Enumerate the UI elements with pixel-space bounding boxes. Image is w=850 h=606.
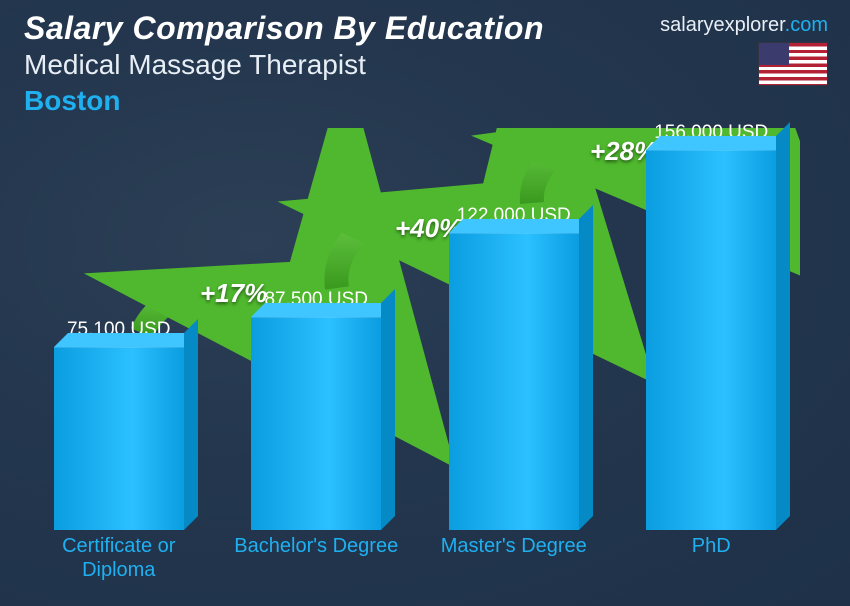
bar-side-face: [184, 319, 198, 530]
brand-logo: salaryexplorer.com: [660, 14, 828, 37]
bar-top-face: [54, 333, 198, 347]
bar-container: 75,100 USD 87,500 USD 122,000 USD: [30, 128, 800, 530]
bar-group: 122,000 USD: [425, 205, 603, 530]
bar-group: 156,000 USD: [623, 122, 801, 530]
bar-3d: [449, 233, 579, 530]
x-label: Certificate or Diploma: [30, 534, 208, 588]
bar-3d: [54, 347, 184, 530]
bar-side-face: [579, 205, 593, 530]
bar-group: 87,500 USD: [228, 289, 406, 530]
bar-front-face: [54, 347, 184, 530]
bar-top-face: [646, 136, 790, 150]
country-flag-icon: [758, 42, 828, 86]
bar-top-face: [251, 303, 395, 317]
bar-top-face: [449, 219, 593, 233]
bar-3d: [646, 150, 776, 530]
bar-front-face: [251, 317, 381, 530]
x-label: Bachelor's Degree: [228, 534, 406, 588]
bar-front-face: [449, 233, 579, 530]
x-axis-labels: Certificate or Diploma Bachelor's Degree…: [30, 534, 800, 588]
brand-prefix: salaryexplorer: [660, 14, 785, 36]
bar-group: 75,100 USD: [30, 319, 208, 530]
salary-bar-chart: +17% +40% +28% 75,100 USD 87,500 USD 122…: [30, 128, 800, 588]
bar-side-face: [381, 289, 395, 530]
bar-side-face: [776, 122, 790, 530]
bar-front-face: [646, 150, 776, 530]
x-label: PhD: [623, 534, 801, 588]
x-label: Master's Degree: [425, 534, 603, 588]
location-label: Boston: [24, 85, 826, 117]
brand-suffix: .com: [785, 14, 828, 36]
bar-3d: [251, 317, 381, 530]
page-subtitle: Medical Massage Therapist: [24, 49, 826, 81]
